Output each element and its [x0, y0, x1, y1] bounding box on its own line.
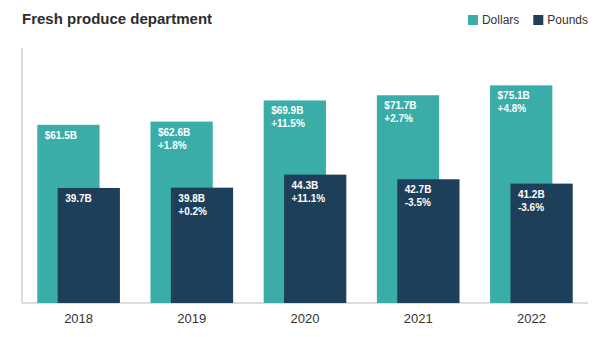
x-tick-label: 2019	[177, 311, 206, 326]
value-label: 39.8B	[178, 193, 205, 204]
legend: Dollars Pounds	[468, 13, 588, 27]
change-label: +11.5%	[271, 118, 305, 129]
x-tick-label: 2020	[291, 311, 320, 326]
legend-label: Dollars	[482, 13, 519, 27]
change-label: +4.8%	[498, 103, 527, 114]
chart-container: $61.5B $62.6B +1.8% $69.9B +11.5% $71.7B +2.7%…	[0, 0, 600, 337]
change-label: -3.5%	[405, 197, 431, 208]
x-tick-label: 2021	[404, 311, 433, 326]
change-label: +11.1%	[292, 193, 326, 204]
legend-swatch	[468, 15, 478, 25]
value-label: $75.1B	[498, 90, 530, 101]
bar	[171, 188, 233, 303]
bars	[37, 85, 572, 303]
bar	[58, 188, 120, 303]
bar	[284, 175, 346, 303]
value-label: $62.6B	[158, 127, 190, 138]
legend-label: Pounds	[547, 13, 588, 27]
value-label: $69.9B	[271, 105, 303, 116]
bar	[510, 184, 572, 303]
change-label: +1.8%	[158, 140, 187, 151]
y-axis-line	[22, 48, 23, 303]
value-label: $61.5B	[45, 130, 77, 141]
data-labels: $61.5B $62.6B +1.8% $69.9B +11.5% $71.7B +2.7%…	[45, 90, 545, 216]
value-label: 39.7B	[65, 193, 92, 204]
change-label: +0.2%	[178, 206, 207, 217]
legend-swatch	[533, 15, 543, 25]
change-label: -3.6%	[518, 202, 544, 213]
change-label: +2.7%	[384, 113, 413, 124]
value-label: $71.7B	[384, 100, 416, 111]
legend-item: Dollars	[468, 13, 519, 27]
chart: $61.5B $62.6B +1.8% $69.9B +11.5% $71.7B +2.7%…	[0, 0, 600, 337]
bar	[397, 179, 459, 303]
value-label: 42.7B	[405, 184, 432, 195]
legend-item: Pounds	[533, 13, 588, 27]
x-tick-label: 2022	[517, 311, 546, 326]
value-label: 44.3B	[292, 180, 319, 191]
title: Fresh produce department	[22, 10, 212, 27]
value-label: 41.2B	[518, 189, 545, 200]
x-tick-label: 2018	[64, 311, 93, 326]
